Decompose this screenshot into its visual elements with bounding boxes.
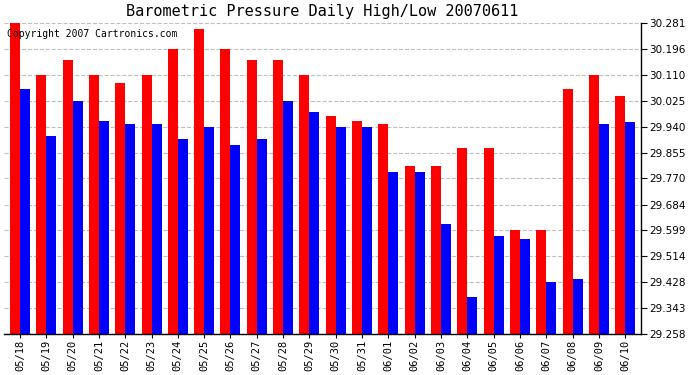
Bar (37, 75, 46, 334)
Title: Barometric Pressure Daily High/Low 20070611: Barometric Pressure Daily High/Low 20070… (126, 4, 519, 19)
Bar (141, 75, 152, 334)
Bar (484, 148, 493, 334)
Bar (388, 172, 398, 334)
Bar (89, 75, 99, 334)
Bar (405, 166, 415, 334)
Bar (493, 236, 504, 334)
Bar (46, 136, 57, 334)
Bar (115, 82, 125, 334)
Bar (152, 124, 161, 334)
Bar (63, 60, 72, 334)
Bar (573, 279, 582, 334)
Text: Copyright 2007 Cartronics.com: Copyright 2007 Cartronics.com (8, 29, 178, 39)
Bar (510, 230, 520, 334)
Bar (441, 224, 451, 334)
Bar (247, 60, 257, 334)
Bar (520, 239, 530, 334)
Bar (283, 101, 293, 334)
Bar (589, 75, 599, 334)
Bar (615, 96, 625, 334)
Bar (625, 122, 635, 334)
Bar (194, 30, 204, 334)
Bar (536, 230, 546, 334)
Bar (204, 127, 214, 334)
Bar (326, 116, 336, 334)
Bar (415, 172, 424, 334)
Bar (125, 124, 135, 334)
Bar (10, 23, 20, 334)
Bar (20, 89, 30, 334)
Bar (221, 49, 230, 334)
Bar (299, 75, 309, 334)
Bar (257, 139, 267, 334)
Bar (467, 297, 477, 334)
Bar (309, 111, 319, 334)
Bar (562, 89, 573, 334)
Bar (457, 148, 467, 334)
Bar (273, 60, 283, 334)
Bar (168, 49, 178, 334)
Bar (230, 145, 241, 334)
Bar (352, 121, 362, 334)
Bar (546, 282, 556, 334)
Bar (178, 139, 188, 334)
Bar (362, 127, 372, 334)
Bar (99, 121, 109, 334)
Bar (431, 166, 441, 334)
Bar (599, 124, 609, 334)
Bar (378, 124, 388, 334)
Bar (72, 101, 83, 334)
Bar (336, 127, 346, 334)
